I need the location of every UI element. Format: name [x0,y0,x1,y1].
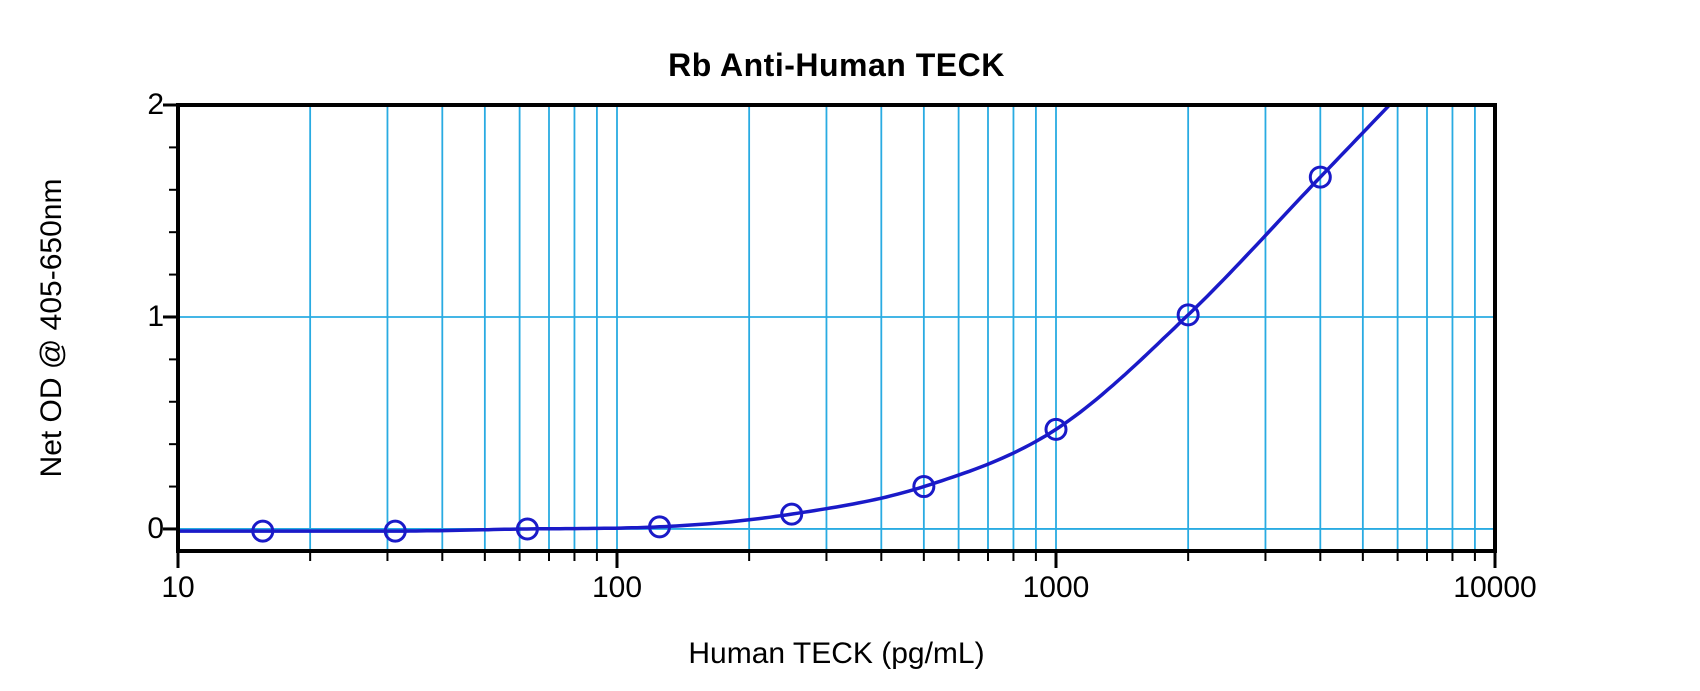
data-point-marker [1044,417,1068,441]
data-point-marker [1308,165,1332,189]
y-axis-label: Net OD @ 405-650nm [35,178,68,478]
y-tick-label: 2 [147,88,164,121]
x-tick-label: 100 [591,571,643,604]
data-point-marker [648,515,672,539]
x-tick-label: 1000 [1022,571,1090,604]
standard-curve-line [178,105,1392,533]
x-axis-label: Human TECK (pg/mL) [688,637,985,670]
data-point-marker [251,519,275,543]
y-tick-label: 1 [147,299,164,333]
data-point-marker [515,517,539,541]
data-point-marker [780,502,804,526]
data-point-marker [912,475,936,499]
data-point-marker [383,519,407,543]
y-tick-label: 0 [147,511,164,545]
x-tick-label: 10 [161,571,195,604]
data-point-marker [1176,303,1200,327]
x-tick-label: 10000 [1453,571,1537,604]
plot-frame [176,103,1497,553]
chart-title: Rb Anti-Human TECK [668,47,1005,83]
